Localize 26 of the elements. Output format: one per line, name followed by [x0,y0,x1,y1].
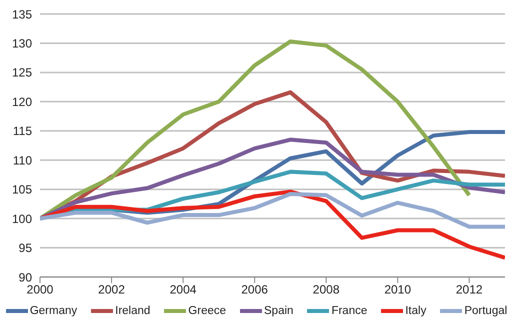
line-series [40,192,505,229]
x-tick-label: 2010 [384,282,412,297]
y-tick-label: 135 [12,7,32,22]
y-tick-label: 130 [12,36,32,50]
legend-label: France [330,305,368,317]
y-tick-label: 125 [12,66,32,80]
y-tick-label: 120 [12,94,32,109]
legend-label: Ireland [114,305,150,317]
x-tick-label: 2006 [241,282,268,297]
legend-label: Portugal [463,305,508,317]
x-tick-label: 2002 [98,282,126,297]
y-tick-label: 95 [18,241,32,256]
legend-label: Germany [28,305,78,317]
legend-label: Greece [187,305,226,317]
legend-label: Italy [404,305,426,317]
line-series [40,190,505,260]
y-tick-label: 110 [12,153,32,168]
x-tick-label: 2000 [26,282,54,297]
y-tick-label: 115 [12,124,32,138]
legend-label: Spain [263,305,294,317]
y-tick-label: 100 [12,212,32,226]
x-tick-label: 2004 [170,282,197,297]
x-tick-label: 2012 [456,282,483,297]
y-tick-label: 90 [18,270,32,284]
x-tick-label: 2008 [312,282,340,297]
y-tick-label: 105 [12,182,32,197]
